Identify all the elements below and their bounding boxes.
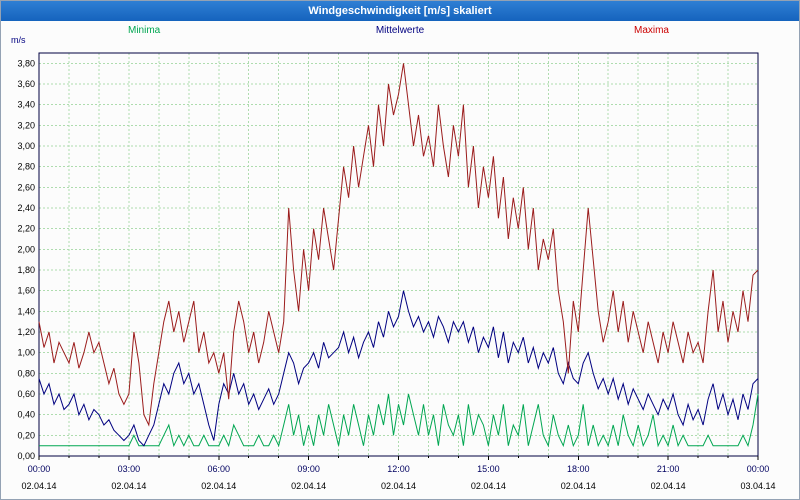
y-tick-label: 0,60	[17, 389, 35, 399]
y-tick-label: 3,00	[17, 141, 35, 151]
y-tick-label: 1,60	[17, 286, 35, 296]
y-tick-label: 2,80	[17, 162, 35, 172]
y-tick-label: 1,40	[17, 306, 35, 316]
x-tick-label: 00:00	[747, 464, 770, 474]
y-tick-label: 3,60	[17, 79, 35, 89]
x-date-label: 03.04.14	[740, 481, 775, 491]
x-tick-label: 06:00	[207, 464, 230, 474]
x-tick-label: 15:00	[477, 464, 500, 474]
y-tick-label: 2,60	[17, 182, 35, 192]
x-date-label: 02.04.14	[201, 481, 236, 491]
y-tick-label: 1,80	[17, 265, 35, 275]
wind-speed-chart: 0,00 0,20 0,40 0,60 0,80 1,00 1,20 1,40 1,60 1,80…	[17, 52, 776, 491]
y-tick-label: 3,40	[17, 100, 35, 110]
y-tick-label: 3,20	[17, 120, 35, 130]
y-tick-label: 3,80	[17, 58, 35, 68]
y-axis-unit-label: m/s	[11, 35, 26, 45]
x-tick-label: 21:00	[657, 464, 680, 474]
x-tick-label: 12:00	[387, 464, 410, 474]
y-tick-label: 2,00	[17, 244, 35, 254]
x-date-label: 02.04.14	[111, 481, 146, 491]
x-date-label: 02.04.14	[471, 481, 506, 491]
x-date-label: 02.04.14	[381, 481, 416, 491]
y-tick-label: 0,00	[17, 451, 35, 461]
minima-line	[39, 393, 759, 448]
chart-title: Windgeschwindigkeit [m/s] skaliert	[1, 1, 799, 21]
y-tick-label: 1,20	[17, 327, 35, 337]
x-tick-label: 00:00	[28, 464, 51, 474]
x-tick-label: 09:00	[297, 464, 320, 474]
legend-maxima: Maxima	[633, 25, 669, 36]
x-date-label: 02.04.14	[561, 481, 596, 491]
legend: Minima Mittelwerte Maxima	[1, 21, 799, 41]
y-tick-label: 1,00	[17, 348, 35, 358]
mittelwerte-line	[38, 290, 759, 447]
legend-minima: Minima	[128, 25, 161, 36]
x-tick-label: 18:00	[567, 464, 590, 474]
y-tick-label: 0,20	[17, 430, 35, 440]
x-date-label: 02.04.14	[291, 481, 326, 491]
y-tick-label: 2,20	[17, 224, 35, 234]
y-tick-label: 0,80	[17, 368, 35, 378]
y-tick-label: 2,40	[17, 203, 35, 213]
legend-mittelwerte: Mittelwerte	[375, 25, 425, 36]
y-tick-label: 0,40	[17, 410, 35, 420]
x-date-label: 02.04.14	[21, 481, 56, 491]
x-date-label: 02.04.14	[651, 481, 686, 491]
x-tick-label: 03:00	[118, 464, 141, 474]
maxima-line	[38, 63, 759, 427]
